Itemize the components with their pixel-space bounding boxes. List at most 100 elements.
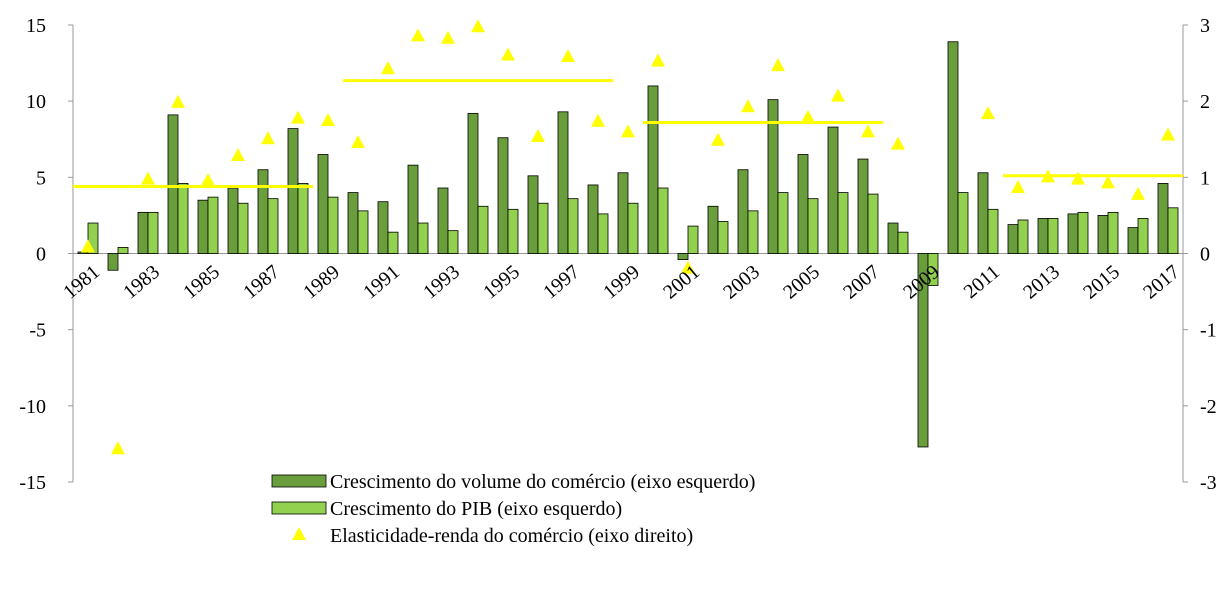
marker [351,135,365,149]
bar [237,202,249,254]
bar [267,198,279,254]
y-tick-label: 10 [26,91,46,113]
x-tick-label: 2013 [1019,261,1064,304]
marker [621,124,635,138]
x-tick-label: 1997 [539,261,584,304]
bar [1037,218,1049,254]
marker [501,47,515,61]
bar [647,85,659,254]
bar [107,253,119,271]
marker [981,106,995,120]
y2-tick-label: -1 [1200,320,1217,342]
marker [111,441,125,455]
legend-label: Elasticidade-renda do comércio (eixo dir… [330,525,693,547]
bar [137,211,149,254]
marker [81,239,95,253]
marker [411,28,425,42]
y2-tick-label: -3 [1200,472,1217,494]
bar [597,213,609,254]
x-tick-label: 1999 [599,261,644,304]
bar [197,199,209,254]
bar [807,198,819,254]
marker [561,48,575,62]
y-tick-label: -15 [19,472,46,494]
marker [201,173,215,187]
bar [347,192,359,254]
bar [557,111,569,254]
marker [741,99,755,113]
bar [687,225,699,254]
x-tick-label: 2007 [839,261,884,304]
y2-tick-label: 3 [1200,15,1210,37]
x-tick-label: 1987 [239,261,284,304]
x-tick-label: 1983 [119,261,164,304]
marker [651,53,665,67]
bar [977,172,989,254]
marker [141,171,155,185]
bar [467,112,479,254]
bar [1047,218,1059,254]
bar [537,202,549,254]
x-tick-label: 1993 [419,261,464,304]
bar [827,126,839,254]
y-tick-label: -10 [19,396,46,418]
bar [887,222,899,254]
bar [377,201,389,254]
bar [837,192,849,254]
marker [1071,171,1085,185]
bar [1157,183,1169,254]
bar [1077,211,1089,254]
marker [831,88,845,102]
bar [437,187,449,254]
bar [1067,213,1079,254]
bar [87,222,99,254]
marker [711,132,725,146]
bar [257,169,269,254]
marker [681,260,695,274]
bar [357,210,369,254]
bar [507,208,519,254]
x-tick-label: 2015 [1079,261,1124,304]
marker [171,94,185,108]
x-tick-label: 1985 [179,261,224,304]
x-tick-label: 2011 [960,261,1004,303]
legend-swatch [271,501,327,515]
bar [477,205,489,254]
bar [717,221,729,254]
bar [677,253,689,260]
marker [441,30,455,44]
bar [297,183,309,254]
bar [1007,224,1019,254]
bar [867,193,879,254]
x-tick-label: 2003 [719,261,764,304]
bar [117,247,129,254]
bar [777,192,789,254]
x-tick-label: 1995 [479,261,524,304]
bar [1137,218,1149,254]
marker [591,113,605,127]
bar [147,211,159,254]
bar [917,253,929,448]
x-tick-label: 1981 [59,261,104,304]
x-tick-label: 2005 [779,261,824,304]
bar [327,196,339,254]
marker [381,61,395,75]
marker [291,110,305,124]
marker [891,136,905,150]
marker [261,131,275,145]
bar [1017,219,1029,254]
marker [1131,186,1145,200]
y2-tick-label: 1 [1200,167,1210,189]
bar [167,114,179,254]
bar [527,175,539,254]
bar [1167,207,1179,254]
marker [1101,175,1115,189]
y2-tick-label: 0 [1200,244,1210,266]
marker [861,124,875,138]
marker [1161,127,1175,141]
y-tick-label: 5 [36,167,46,189]
x-tick-label: 1989 [299,261,344,304]
bar [567,198,579,254]
marker [771,58,785,72]
